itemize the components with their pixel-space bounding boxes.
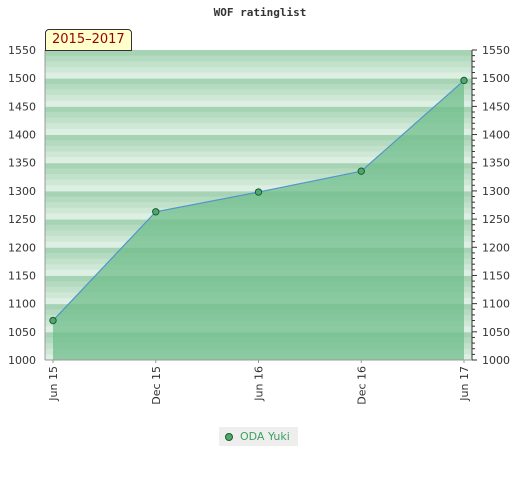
grid-band bbox=[45, 61, 472, 68]
grid-band bbox=[45, 123, 472, 130]
grid-band bbox=[45, 174, 472, 181]
grid-band bbox=[45, 134, 472, 141]
y-axis-right-ticks: 1000 1050 1100 1150 1200 1250 1300 1350 1400 1450… bbox=[472, 44, 510, 367]
grid-band bbox=[45, 83, 472, 90]
grid-band bbox=[45, 78, 472, 85]
y-tick-label-left: 1400 bbox=[8, 129, 36, 142]
legend-marker-icon bbox=[225, 432, 233, 441]
grid-band bbox=[45, 100, 472, 107]
y-tick-label-left: 1200 bbox=[8, 241, 36, 254]
data-point bbox=[49, 316, 57, 325]
data-points bbox=[49, 76, 468, 325]
y-tick-label-right: 1450 bbox=[482, 100, 510, 113]
grid-band bbox=[45, 66, 472, 74]
y-tick-label-right: 1000 bbox=[482, 354, 510, 367]
y-tick-label-right: 1250 bbox=[482, 213, 510, 226]
series-area-fill bbox=[53, 80, 464, 360]
grid-band bbox=[45, 140, 472, 147]
grid-band bbox=[45, 89, 472, 96]
y-tick-label-left: 1250 bbox=[8, 213, 36, 226]
x-tick-label: Dec 16 bbox=[355, 366, 368, 405]
y-tick-label-left: 1000 bbox=[8, 354, 36, 367]
y-axis-left-ticks: 1000 1050 1100 1150 1200 1250 1300 1350 1400 1450… bbox=[8, 44, 36, 367]
x-axis-ticks: Jun 15 Dec 15 Jun 16 Dec 16 Jun 17 bbox=[47, 360, 471, 405]
y-tick-label-right: 1350 bbox=[482, 157, 510, 170]
y-tick-label-left: 1500 bbox=[8, 72, 36, 85]
grid-band bbox=[45, 168, 472, 175]
y-tick-label-left: 1450 bbox=[8, 100, 36, 113]
legend[interactable]: ODA Yuki bbox=[219, 427, 298, 446]
grid-band bbox=[45, 112, 472, 119]
chart-title: WOF ratinglist bbox=[213, 6, 307, 19]
grid-band bbox=[45, 106, 472, 113]
y-tick-label-left: 1150 bbox=[8, 269, 36, 282]
x-tick-label: Dec 15 bbox=[150, 366, 163, 405]
x-tick-label: Jun 17 bbox=[458, 366, 471, 402]
x-tick-label: Jun 15 bbox=[47, 366, 60, 402]
grid-band bbox=[45, 55, 472, 62]
y-tick-label-right: 1150 bbox=[482, 269, 510, 282]
grid-band bbox=[45, 162, 472, 169]
y-tick-label-right: 1400 bbox=[482, 129, 510, 142]
data-point bbox=[254, 188, 263, 196]
y-tick-label-right: 1050 bbox=[482, 326, 510, 339]
grid-band bbox=[45, 117, 472, 124]
data-point bbox=[357, 167, 365, 175]
grid-band bbox=[45, 145, 472, 152]
period-label: 2015–2017 bbox=[45, 29, 132, 51]
data-point bbox=[460, 76, 468, 85]
grid-band bbox=[45, 157, 472, 164]
y-tick-label-left: 1300 bbox=[8, 185, 36, 198]
legend-label: ODA Yuki bbox=[240, 430, 290, 443]
grid-band bbox=[45, 151, 472, 158]
x-tick-label: Jun 16 bbox=[253, 366, 266, 402]
y-tick-label-left: 1550 bbox=[8, 44, 36, 57]
y-tick-label-left: 1050 bbox=[8, 326, 36, 339]
y-tick-label-right: 1200 bbox=[482, 241, 510, 254]
y-tick-label-right: 1100 bbox=[482, 298, 510, 311]
grid-band bbox=[45, 179, 472, 186]
data-point bbox=[152, 208, 160, 216]
y-tick-label-left: 1100 bbox=[8, 298, 36, 311]
grid-band bbox=[45, 72, 472, 79]
grid-band bbox=[45, 128, 472, 136]
grid-band bbox=[45, 95, 472, 102]
y-tick-label-left: 1350 bbox=[8, 157, 36, 170]
y-tick-label-right: 1500 bbox=[482, 72, 510, 85]
y-tick-label-right: 1300 bbox=[482, 185, 510, 198]
grid-band bbox=[45, 50, 472, 57]
y-tick-label-right: 1550 bbox=[482, 44, 510, 57]
